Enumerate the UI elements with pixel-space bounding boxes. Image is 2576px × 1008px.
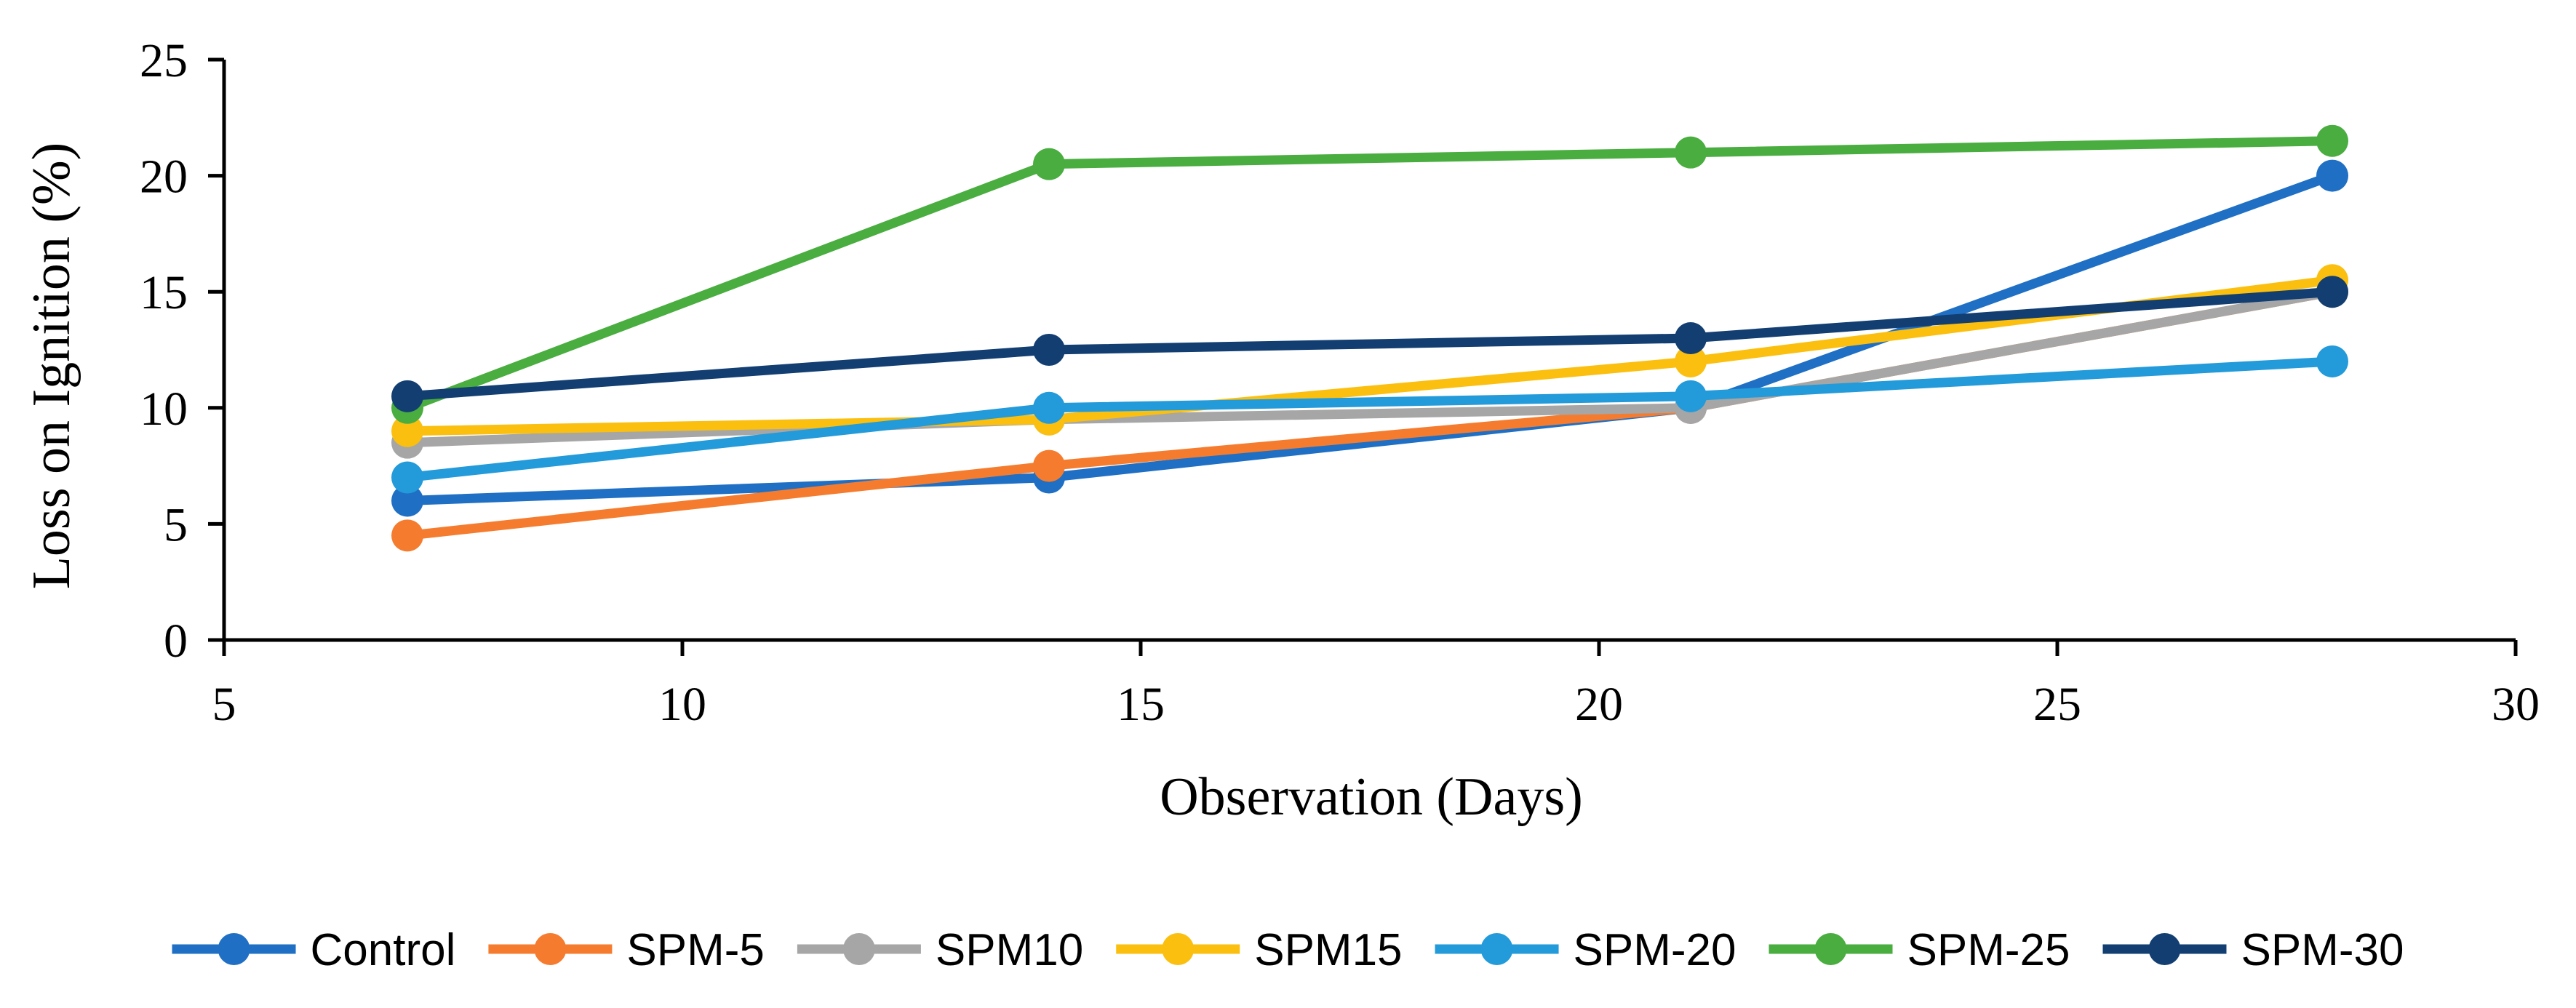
legend-item: Control xyxy=(172,925,456,975)
series-line xyxy=(402,287,2337,448)
data-point xyxy=(1675,322,1707,355)
data-point xyxy=(2316,124,2348,157)
y-tick-label: 5 xyxy=(164,498,188,551)
data-point xyxy=(1033,334,1065,366)
y-tick-label: 10 xyxy=(140,383,188,436)
data-point xyxy=(391,461,423,494)
series-line xyxy=(402,136,2337,413)
legend-item: SPM15 xyxy=(1116,925,1403,975)
data-point xyxy=(1033,449,1065,482)
data-point xyxy=(391,484,423,517)
legend-swatch-marker xyxy=(2148,933,2181,965)
y-tick-label: 15 xyxy=(140,266,188,319)
data-point xyxy=(391,415,423,447)
legend-label: Control xyxy=(311,925,456,975)
legend-item: SPM-25 xyxy=(1768,925,2070,975)
legend-label: SPM15 xyxy=(1254,925,1402,975)
data-point xyxy=(1675,136,1707,169)
series-spm15 xyxy=(391,264,2348,447)
data-point xyxy=(2316,345,2348,377)
y-tick-label: 20 xyxy=(140,151,188,204)
series-spm-30 xyxy=(391,276,2348,412)
x-axis-title: Observation (Days) xyxy=(1160,767,1583,827)
x-tick-label: 5 xyxy=(212,678,236,731)
series-line xyxy=(402,287,2337,401)
legend-swatch-marker xyxy=(1814,933,1847,965)
legend-item: SPM10 xyxy=(797,925,1083,975)
x-tick-label: 10 xyxy=(658,678,706,731)
legend-swatch-marker xyxy=(534,933,567,965)
x-tick-label: 25 xyxy=(2033,678,2081,731)
x-tick-label: 30 xyxy=(2492,678,2540,731)
legend-swatch-marker xyxy=(1480,933,1513,965)
data-point xyxy=(1033,391,1065,424)
data-point xyxy=(2316,276,2348,308)
legend-label: SPM10 xyxy=(936,925,1083,975)
y-tick-label: 25 xyxy=(140,34,188,87)
y-tick-label: 0 xyxy=(164,615,188,668)
legend-swatch-marker xyxy=(218,933,250,965)
legend-label: SPM-30 xyxy=(2241,925,2404,975)
series-layer xyxy=(391,124,2348,552)
x-tick-label: 15 xyxy=(1117,678,1165,731)
legend-item: SPM-30 xyxy=(2102,925,2404,975)
legend-label: SPM-5 xyxy=(626,925,764,975)
legend-swatch-marker xyxy=(1162,933,1195,965)
legend-swatch-marker xyxy=(842,933,875,965)
legend-item: SPM-5 xyxy=(488,925,765,975)
legend: Control SPM-5 SPM10 SPM15 SPM-20 SPM-25 SPM-30 xyxy=(172,925,2404,975)
legend-label: SPM-25 xyxy=(1907,925,2070,975)
data-point xyxy=(1675,345,1707,377)
series-line xyxy=(402,356,2337,483)
data-point xyxy=(391,519,423,552)
data-point xyxy=(1033,148,1065,180)
legend-item: SPM-20 xyxy=(1435,925,1736,975)
legend-label: SPM-20 xyxy=(1574,925,1736,975)
series-line xyxy=(402,171,2337,505)
series-line xyxy=(402,275,2337,436)
data-point xyxy=(1675,380,1707,412)
data-point xyxy=(391,380,423,412)
data-point xyxy=(2316,159,2348,192)
y-axis-title: Loss on Ignition (%) xyxy=(22,143,81,590)
x-tick-label: 20 xyxy=(1575,678,1623,731)
series-spm-20 xyxy=(391,345,2348,494)
